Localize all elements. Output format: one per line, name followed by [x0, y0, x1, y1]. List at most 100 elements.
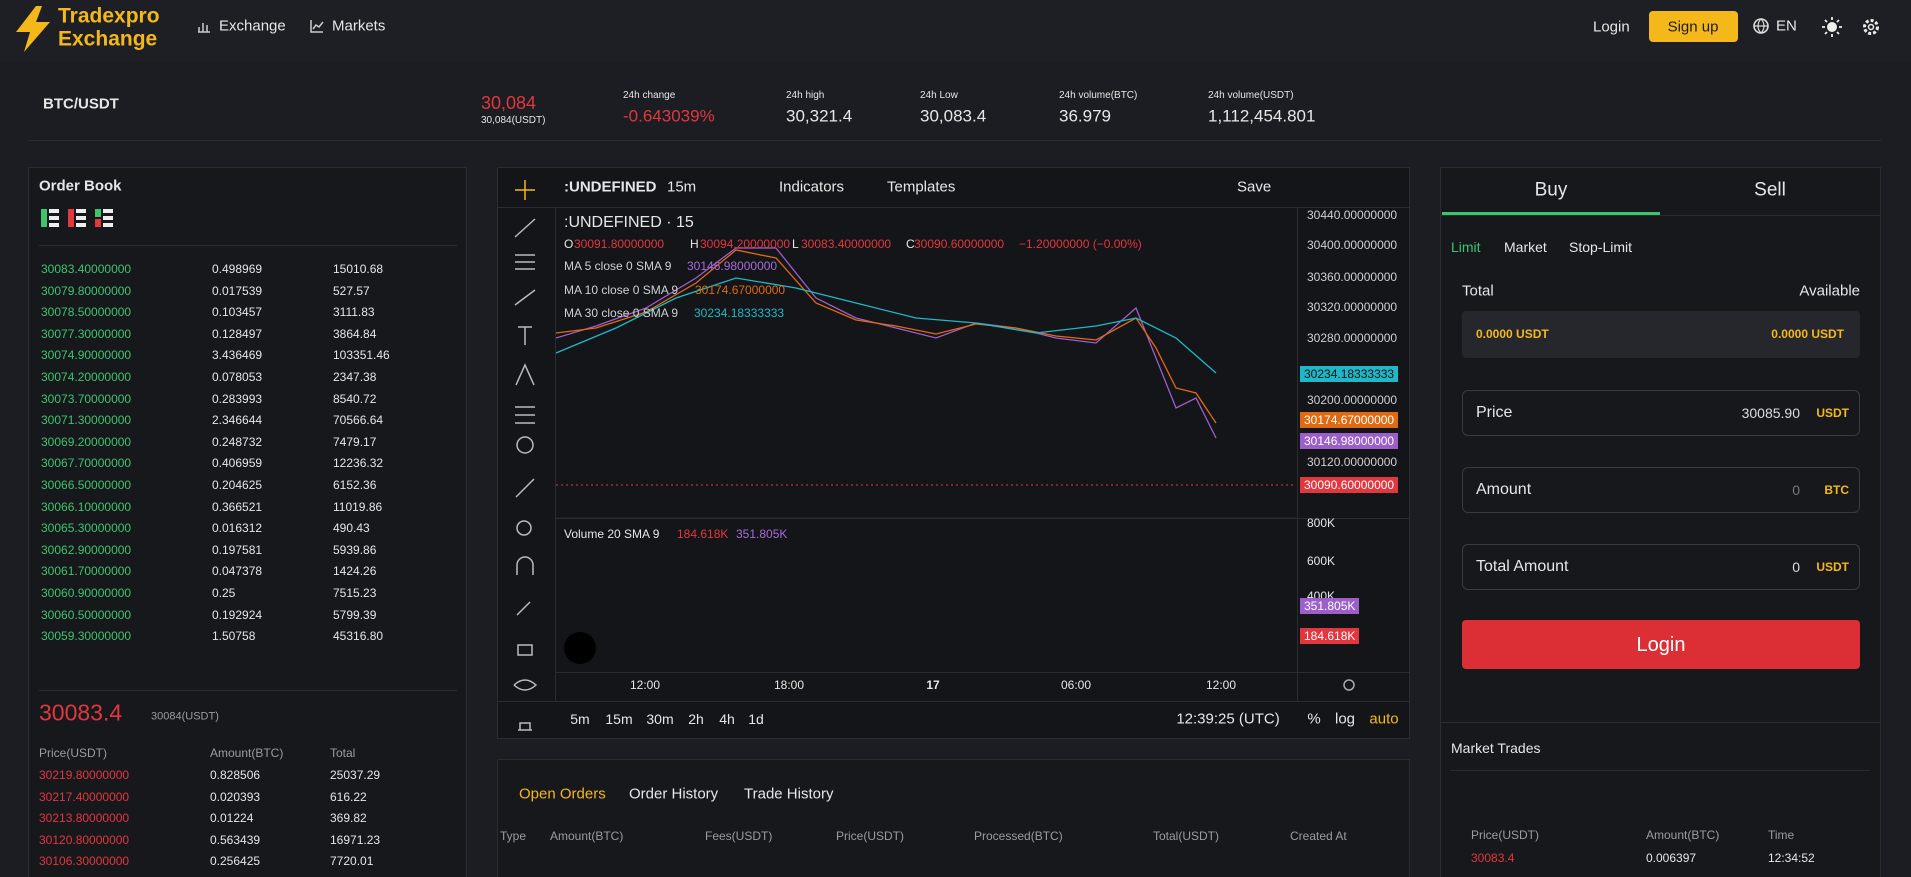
- total-amount-field[interactable]: [1462, 544, 1860, 590]
- signup-button[interactable]: [1649, 11, 1738, 42]
- theme-icon[interactable]: [1821, 16, 1843, 38]
- order-type-tab[interactable]: Stop-Limit: [1569, 239, 1633, 255]
- price-axis-label: 30200.00000000: [1307, 393, 1398, 407]
- interval-button[interactable]: 15m: [605, 711, 633, 727]
- drawing-tools[interactable]: [510, 175, 540, 735]
- volume-axis-label: 800K: [1307, 516, 1336, 530]
- field-value[interactable]: 0: [1792, 559, 1800, 575]
- balance-box: [1462, 311, 1860, 358]
- field-label: Amount: [1476, 481, 1532, 498]
- ma-value: 30146.98000000: [687, 259, 778, 273]
- bid-cell: 0.25: [212, 586, 236, 600]
- pair-selector[interactable]: BTC/USDT: [43, 95, 119, 113]
- interval-button[interactable]: 4h: [719, 711, 735, 727]
- ask-cell: 30213.80000000: [39, 811, 130, 826]
- divider: [1297, 207, 1298, 701]
- interval-button[interactable]: 1d: [748, 711, 764, 727]
- bid-cell: 30066.10000000: [41, 499, 132, 514]
- interval-button[interactable]: 5m: [570, 711, 590, 727]
- trade-panel: [1440, 167, 1881, 877]
- bid-cell: 0.192924: [212, 607, 263, 622]
- time-axis-label: 12:00: [629, 678, 661, 692]
- order-book-view-icons[interactable]: [41, 208, 121, 228]
- column-header: Amount(BTC): [550, 829, 624, 843]
- login-button-label[interactable]: Login: [1636, 634, 1686, 656]
- settings-icon[interactable]: [1861, 17, 1881, 37]
- logo-icon: [16, 6, 50, 52]
- language[interactable]: EN: [1776, 17, 1797, 35]
- order-type-tab[interactable]: Market: [1504, 239, 1547, 255]
- login-button[interactable]: [1462, 620, 1860, 669]
- buy-tab-indicator: [1442, 212, 1660, 215]
- signup-label[interactable]: Sign up: [1667, 18, 1719, 36]
- ask-cell: 0.020393: [210, 789, 261, 804]
- ma-label: MA 10 close 0 SMA 9: [564, 283, 679, 297]
- field-value[interactable]: 0: [1792, 482, 1800, 498]
- ohlc-value: 30091.80000000: [574, 237, 665, 251]
- save-button[interactable]: Save: [1237, 178, 1272, 196]
- globe-icon[interactable]: [1752, 17, 1770, 35]
- indicators-button[interactable]: Indicators: [779, 178, 845, 196]
- ask-cell: 616.22: [330, 789, 367, 804]
- orders-tab[interactable]: Order History: [629, 785, 719, 803]
- order-type-tab[interactable]: Limit: [1451, 239, 1481, 255]
- header: [0, 0, 1911, 61]
- bid-cell: 2347.38: [333, 370, 377, 384]
- sell-tab[interactable]: Sell: [1754, 179, 1786, 201]
- chart-settings-icon[interactable]: [1341, 677, 1357, 693]
- column-header: Created At: [1290, 829, 1347, 843]
- bid-cell: 1424.26: [333, 564, 377, 579]
- buy-tab[interactable]: Buy: [1534, 179, 1568, 201]
- stat-value: -0.643039%: [623, 106, 715, 126]
- scale-option[interactable]: auto: [1369, 710, 1399, 728]
- price-field[interactable]: [1462, 390, 1860, 436]
- bid-cell: 0.248732: [212, 434, 263, 449]
- bid-cell: 30062.90000000: [41, 542, 132, 557]
- column-header: Price(USDT): [836, 829, 904, 843]
- templates-button[interactable]: Templates: [887, 178, 956, 196]
- divider: [1441, 722, 1880, 723]
- scale-option[interactable]: %: [1307, 710, 1321, 728]
- order-book-title: Order Book: [39, 177, 122, 195]
- chart-interval[interactable]: 15m: [667, 178, 697, 196]
- scale-option[interactable]: log: [1334, 710, 1356, 728]
- interval-button[interactable]: 2h: [688, 711, 704, 727]
- stat-label: 24h volume(USDT): [1208, 90, 1294, 101]
- price-tag: 30090.60000000: [1300, 477, 1399, 493]
- bid-cell: 0.406959: [212, 456, 263, 471]
- time-axis-label: 17: [926, 678, 940, 692]
- ask-cell: 0.563439: [210, 832, 261, 847]
- ma-value: 30234.18333333: [694, 306, 785, 320]
- bid-cell: 3864.84: [333, 326, 377, 341]
- bid-cell: 30078.50000000: [41, 305, 132, 320]
- field-unit: USDT: [1816, 406, 1849, 420]
- orders-tab[interactable]: Open Orders: [519, 785, 606, 803]
- interval-button[interactable]: 30m: [646, 711, 674, 727]
- chart-symbol[interactable]: :UNDEFINED: [564, 178, 657, 196]
- balance-label: Total: [1462, 282, 1494, 300]
- bid-cell: 0.078053: [212, 370, 263, 384]
- brand-name[interactable]: Exchange: [58, 27, 158, 51]
- stat-label: 24h change: [623, 90, 676, 101]
- balance-value: 0.0000 USDT: [1771, 327, 1844, 341]
- order-book-panel: [28, 167, 467, 877]
- bid-cell: 0.498969: [212, 262, 263, 276]
- stat-label: 24h Low: [920, 90, 958, 101]
- legend-title: :UNDEFINED · 15: [564, 214, 694, 231]
- ask-cell: 25037.29: [330, 768, 381, 782]
- login-link[interactable]: Login: [1593, 18, 1630, 36]
- orders-tab[interactable]: Trade History: [744, 785, 834, 803]
- nav-link[interactable]: Markets: [332, 17, 386, 35]
- bid-cell: 15010.68: [333, 262, 384, 276]
- bid-cell: 30060.90000000: [41, 586, 132, 600]
- field-value[interactable]: 30085.90: [1741, 405, 1800, 421]
- bid-cell: 7479.17: [333, 434, 377, 449]
- bid-cell: 8540.72: [333, 391, 377, 406]
- amount-field[interactable]: [1462, 467, 1860, 513]
- bid-cell: 30079.80000000: [41, 283, 132, 298]
- nav-link[interactable]: Exchange: [219, 17, 286, 35]
- brand-name[interactable]: Tradexpro: [58, 4, 160, 28]
- bid-cell: 30074.90000000: [41, 348, 132, 363]
- bid-cell: 30061.70000000: [41, 564, 132, 579]
- ohlc-label: H: [690, 237, 699, 251]
